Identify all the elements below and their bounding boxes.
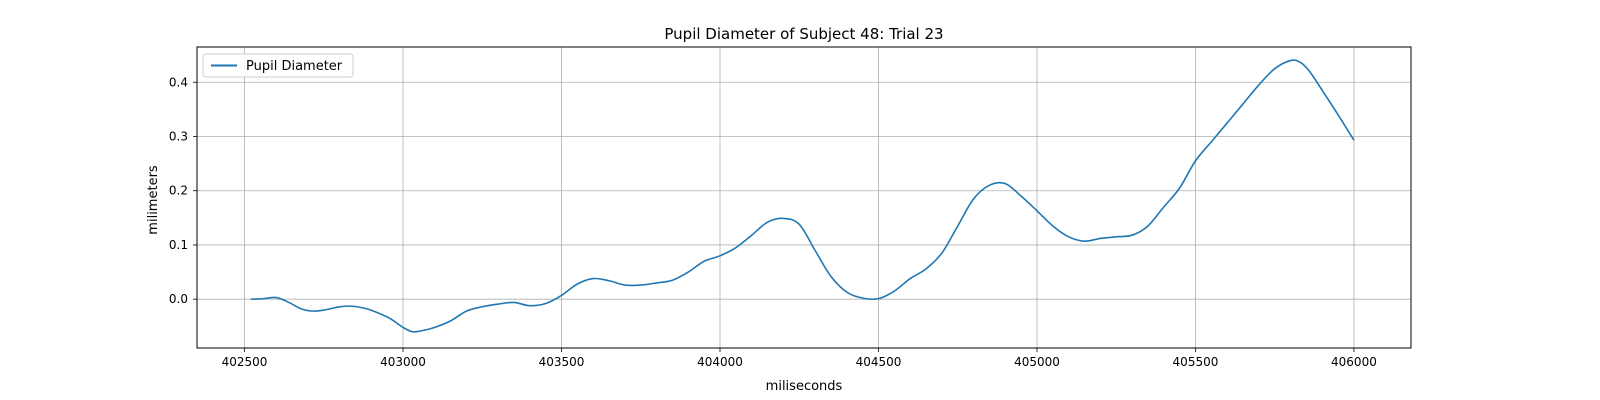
x-tick-label: 405500: [1173, 355, 1219, 369]
y-tick-label: 0.0: [169, 292, 188, 306]
series-line-pupil-diameter: [250, 59, 1355, 333]
y-axis-label: milimeters: [146, 165, 161, 235]
plot-area-frame: [196, 46, 1412, 349]
axis-ticks: 402500 403000 403500 404000 404500 405000 4055…: [169, 75, 1377, 369]
x-axis-label: miliseconds: [766, 379, 843, 394]
x-tick-label: 404500: [856, 355, 902, 369]
y-tick-label: 0.2: [169, 184, 188, 198]
grid-lines: [197, 47, 1411, 348]
series-layer: [250, 59, 1355, 333]
x-tick-label: 403500: [539, 355, 585, 369]
legend: Pupil Diameter: [202, 53, 354, 78]
legend-label: Pupil Diameter: [246, 59, 343, 74]
y-tick-label: 0.1: [169, 238, 188, 252]
x-tick-label: 402500: [222, 355, 268, 369]
legend-box: [202, 53, 354, 78]
x-tick-label: 404000: [697, 355, 743, 369]
x-tick-label: 403000: [380, 355, 426, 369]
x-tick-label: 406000: [1331, 355, 1377, 369]
y-tick-label: 0.4: [169, 75, 188, 89]
x-tick-label: 405000: [1014, 355, 1060, 369]
y-tick-label: 0.3: [169, 129, 188, 143]
chart-title: Pupil Diameter of Subject 48: Trial 23: [664, 25, 943, 43]
